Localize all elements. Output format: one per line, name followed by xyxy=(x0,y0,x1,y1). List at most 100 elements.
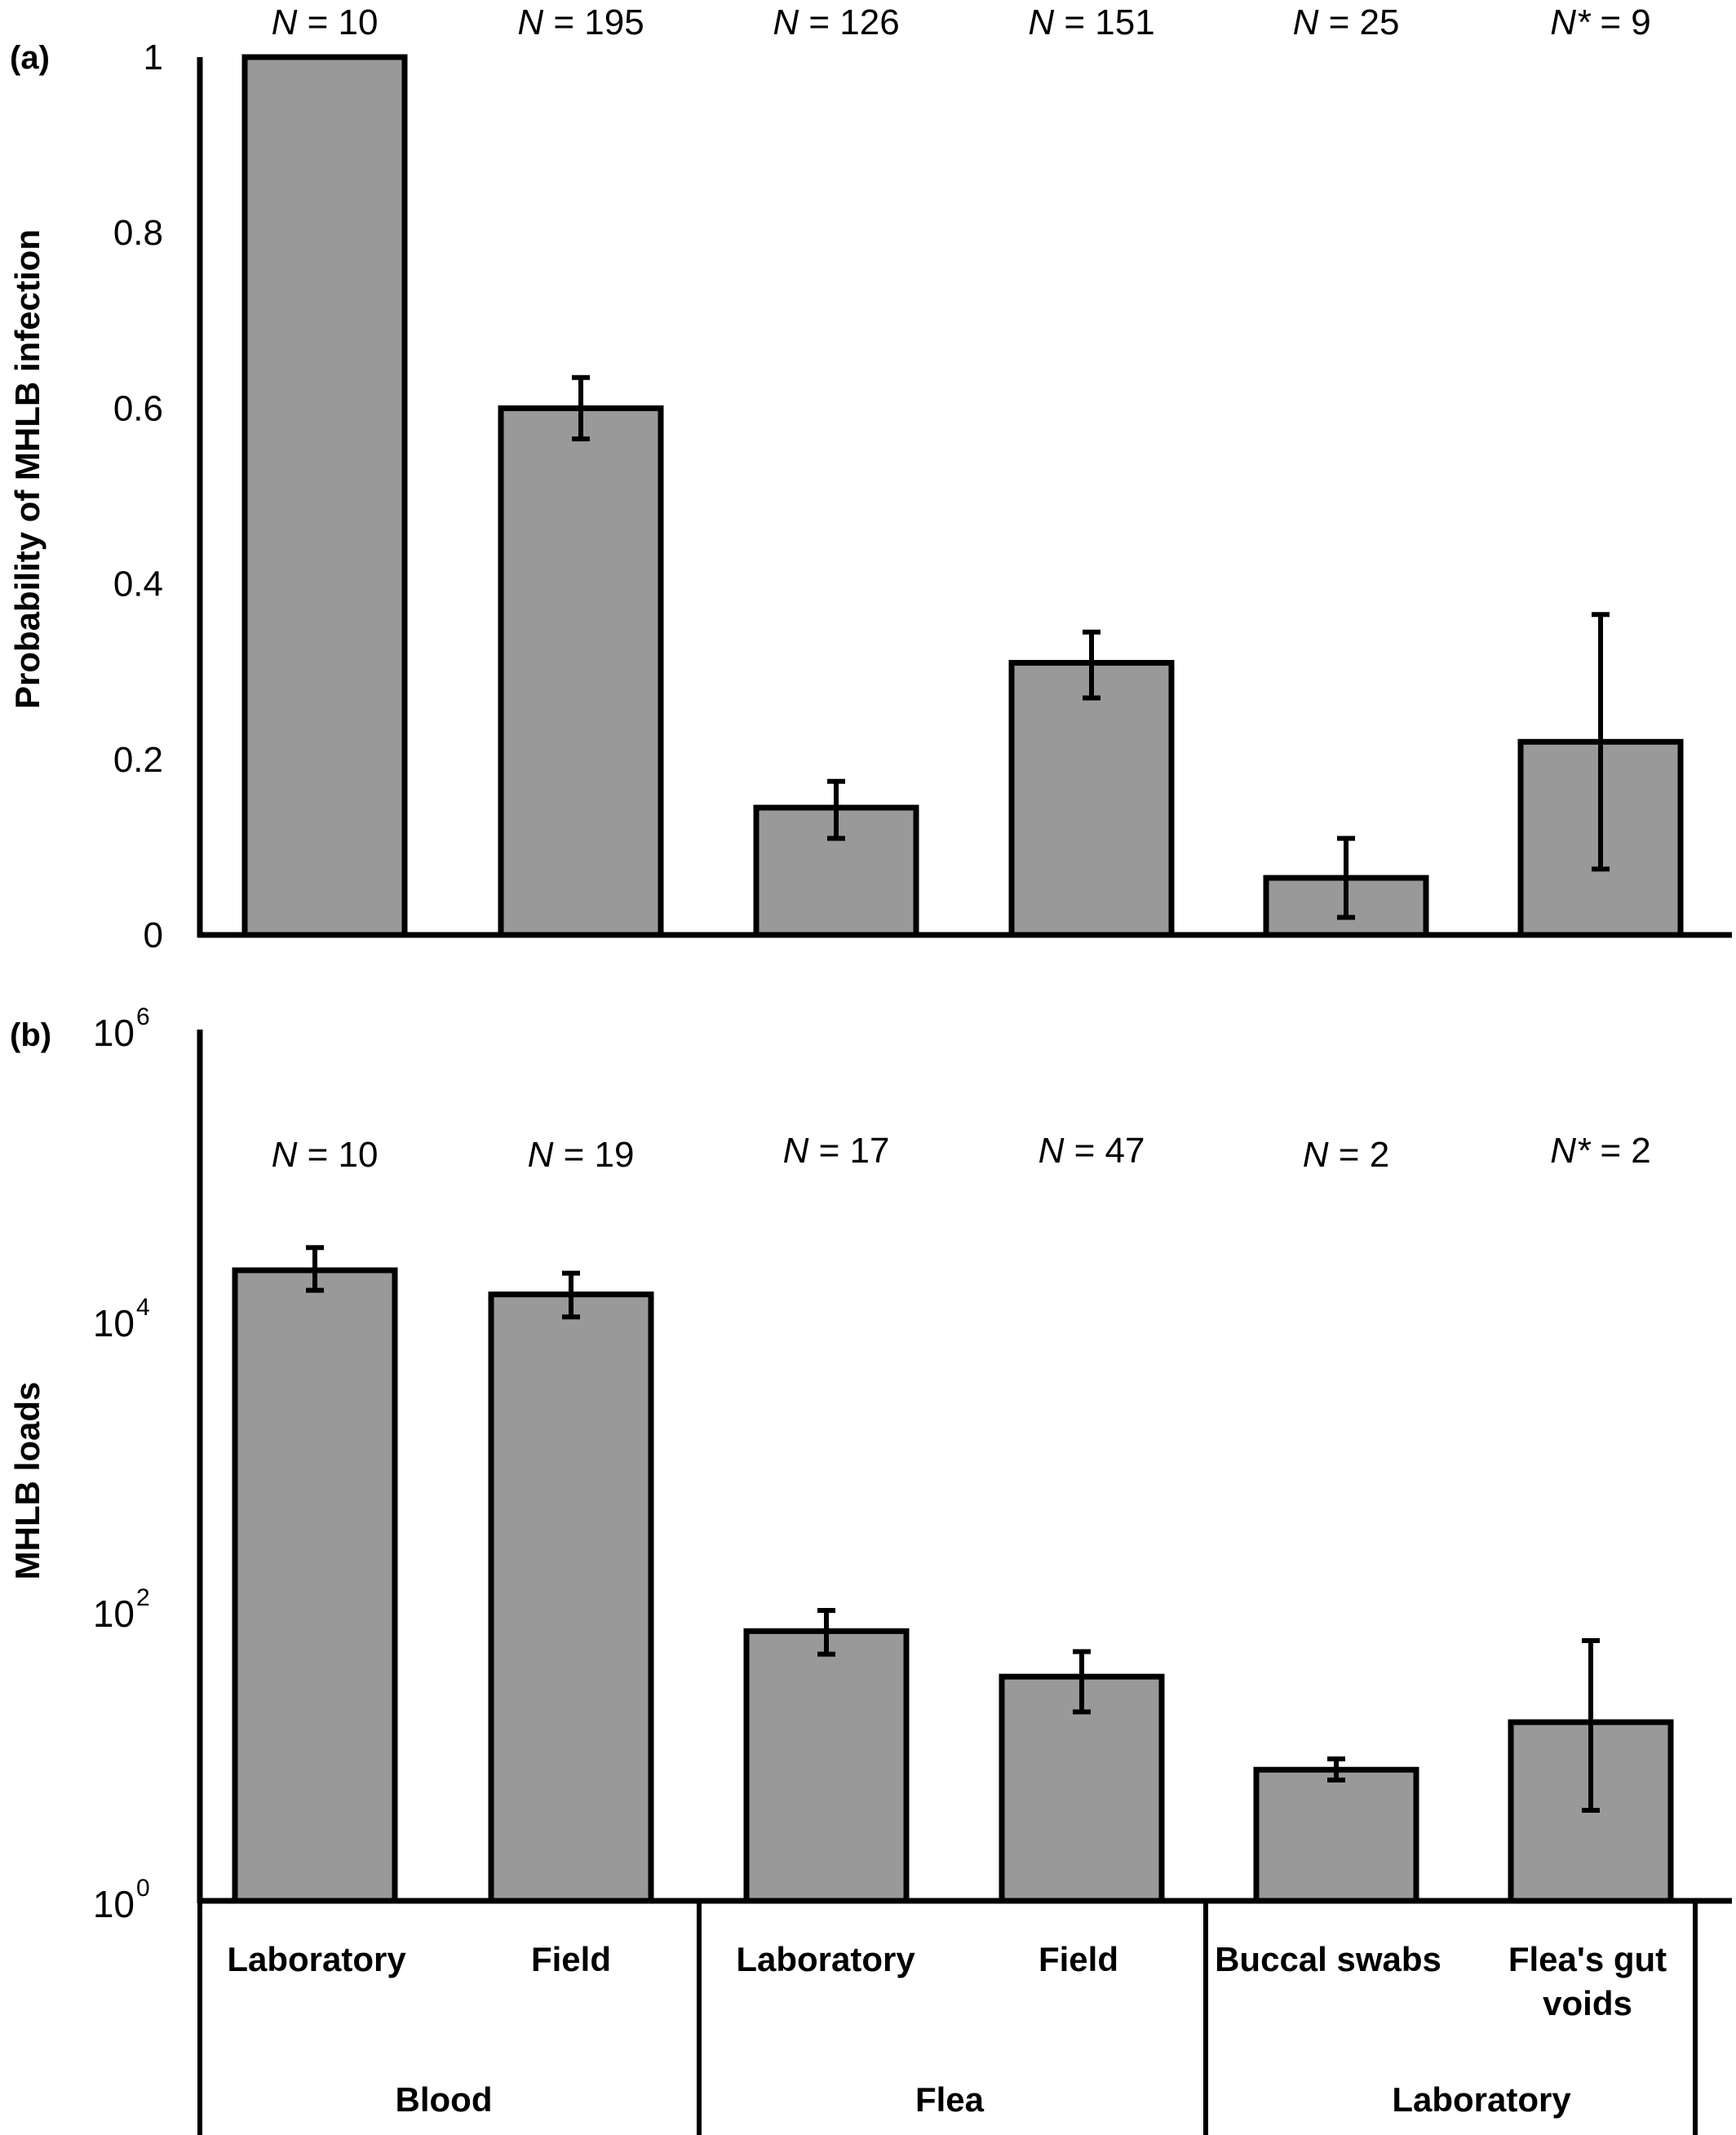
n-label-prefix: N xyxy=(1038,1131,1074,1171)
n-label-value: = 47 xyxy=(1074,1131,1145,1171)
error-bar xyxy=(1083,629,1100,701)
n-label: N* = 9 xyxy=(1550,2,1651,42)
n-label-value: = 2 xyxy=(1600,1131,1650,1171)
n-label: N = 19 xyxy=(528,1135,635,1175)
y-tick-label: 10 xyxy=(93,1592,135,1635)
n-label-value: = 9 xyxy=(1600,2,1650,42)
n-label: N = 151 xyxy=(1028,2,1154,42)
sub-category-line: Field xyxy=(531,1940,611,1978)
n-label-value: = 25 xyxy=(1329,2,1400,42)
y-tick-exponent: 0 xyxy=(136,1875,150,1902)
n-label-prefix: N xyxy=(272,1135,308,1175)
y-tick-exponent: 6 xyxy=(136,1003,150,1030)
panel-label-b: (b) xyxy=(10,1017,51,1053)
group-label: Flea xyxy=(915,2080,985,2119)
error-bar xyxy=(1327,1756,1345,1783)
sample-size-labels-b: N = 10 N = 19 N = 17 N = 47 N = 2 N* = 2 xyxy=(272,1131,1651,1175)
bars-a xyxy=(241,54,1684,938)
n-label-value: = 10 xyxy=(308,2,379,42)
error-bar xyxy=(827,778,845,841)
y-tick-exponent: 4 xyxy=(136,1294,150,1321)
sub-category-label: Field xyxy=(1038,1940,1118,1978)
sample-size-labels-a: N = 10 N = 195 N = 126 N = 151 N = 25 N* = 9 xyxy=(272,2,1651,42)
sub-category-label: Buccal swabs xyxy=(1215,1940,1442,1978)
n-label: N = 126 xyxy=(773,2,899,42)
n-label: N = 47 xyxy=(1038,1131,1145,1171)
error-bar xyxy=(1337,835,1355,920)
y-axis-label-b: MHLB loads xyxy=(8,1382,46,1580)
n-label-value: = 151 xyxy=(1064,2,1154,42)
sub-category-label: Flea's gut voids xyxy=(1508,1940,1667,2022)
panel-label-a: (a) xyxy=(10,40,50,76)
n-label-prefix: N xyxy=(528,1135,564,1175)
y-tick-label: 0 xyxy=(144,915,163,955)
bar xyxy=(1253,1766,1419,1904)
bars-b xyxy=(232,1267,1674,1904)
n-label: N = 2 xyxy=(1303,1135,1389,1175)
y-tick-label: 1 xyxy=(144,38,163,78)
y-tick-label: 10 xyxy=(93,1302,135,1344)
y-tick-label: 0.2 xyxy=(113,740,163,780)
y-tick-label: 0.4 xyxy=(113,565,163,605)
bar xyxy=(743,1628,910,1904)
error-bar xyxy=(562,1270,580,1320)
y-tick-label: 10 xyxy=(93,1012,135,1054)
bar xyxy=(498,405,664,938)
n-label: N = 25 xyxy=(1293,2,1400,42)
group-label: Laboratory xyxy=(1392,2080,1571,2119)
n-label-prefix: N xyxy=(783,1131,819,1171)
n-label-prefix: N xyxy=(272,2,308,42)
bar xyxy=(488,1291,654,1904)
sub-category-label: Laboratory xyxy=(736,1940,915,1978)
sub-category-labels: Laboratory Field Laboratory Field Buccal swa… xyxy=(227,1940,1667,2022)
n-label-value: = 17 xyxy=(819,1131,890,1171)
error-bar xyxy=(817,1608,835,1657)
n-label: N = 10 xyxy=(272,1135,379,1175)
n-label-prefix: N xyxy=(517,2,553,42)
sub-category-line: Laboratory xyxy=(736,1940,915,1978)
n-label-prefix: N* xyxy=(1550,2,1600,42)
n-label-value: = 19 xyxy=(564,1135,635,1175)
n-label-prefix: N xyxy=(1028,2,1064,42)
group-dividers xyxy=(197,1901,1698,2135)
group-labels: Blood Flea Laboratory xyxy=(396,2080,1572,2119)
error-bar xyxy=(1582,1637,1600,1814)
y-tick-label: 0.8 xyxy=(113,213,163,253)
n-label: N = 17 xyxy=(783,1131,890,1171)
bar xyxy=(241,54,408,938)
error-bar xyxy=(306,1245,324,1293)
sub-category-line: voids xyxy=(1543,1984,1632,2022)
error-bar xyxy=(1592,612,1610,872)
sub-category-line: Buccal swabs xyxy=(1215,1940,1442,1978)
error-bars-a xyxy=(572,374,1610,920)
sub-category-label: Field xyxy=(531,1940,611,1978)
n-label-prefix: N xyxy=(773,2,808,42)
n-label-prefix: N xyxy=(1303,1135,1339,1175)
sub-category-label: Laboratory xyxy=(227,1940,406,1978)
n-label-prefix: N* xyxy=(1550,1131,1600,1171)
error-bar xyxy=(572,374,590,442)
y-tick-label: 10 xyxy=(93,1883,135,1925)
error-bars-b xyxy=(306,1245,1600,1814)
sub-category-line: Laboratory xyxy=(227,1940,406,1978)
n-label-value: = 195 xyxy=(553,2,644,42)
bar xyxy=(232,1267,398,1904)
n-label: N = 10 xyxy=(272,2,379,42)
y-tick-exponent: 2 xyxy=(136,1584,150,1611)
n-label-value: = 2 xyxy=(1339,1135,1389,1175)
error-bar xyxy=(1073,1649,1091,1715)
group-label: Blood xyxy=(396,2080,493,2119)
n-label-value: = 10 xyxy=(308,1135,379,1175)
y-axis-label-a: Probability of MHLB infection xyxy=(8,229,46,709)
bar xyxy=(1008,659,1175,938)
n-label-value: = 126 xyxy=(808,2,899,42)
n-label-prefix: N xyxy=(1293,2,1329,42)
y-tick-label: 0.6 xyxy=(113,388,163,428)
sub-category-line: Field xyxy=(1038,1940,1118,1978)
n-label: N* = 2 xyxy=(1550,1131,1651,1171)
sub-category-line: Flea's gut xyxy=(1508,1940,1667,1978)
y-tick-labels-a: 0 0.2 0.4 0.6 0.8 1 xyxy=(113,38,163,955)
